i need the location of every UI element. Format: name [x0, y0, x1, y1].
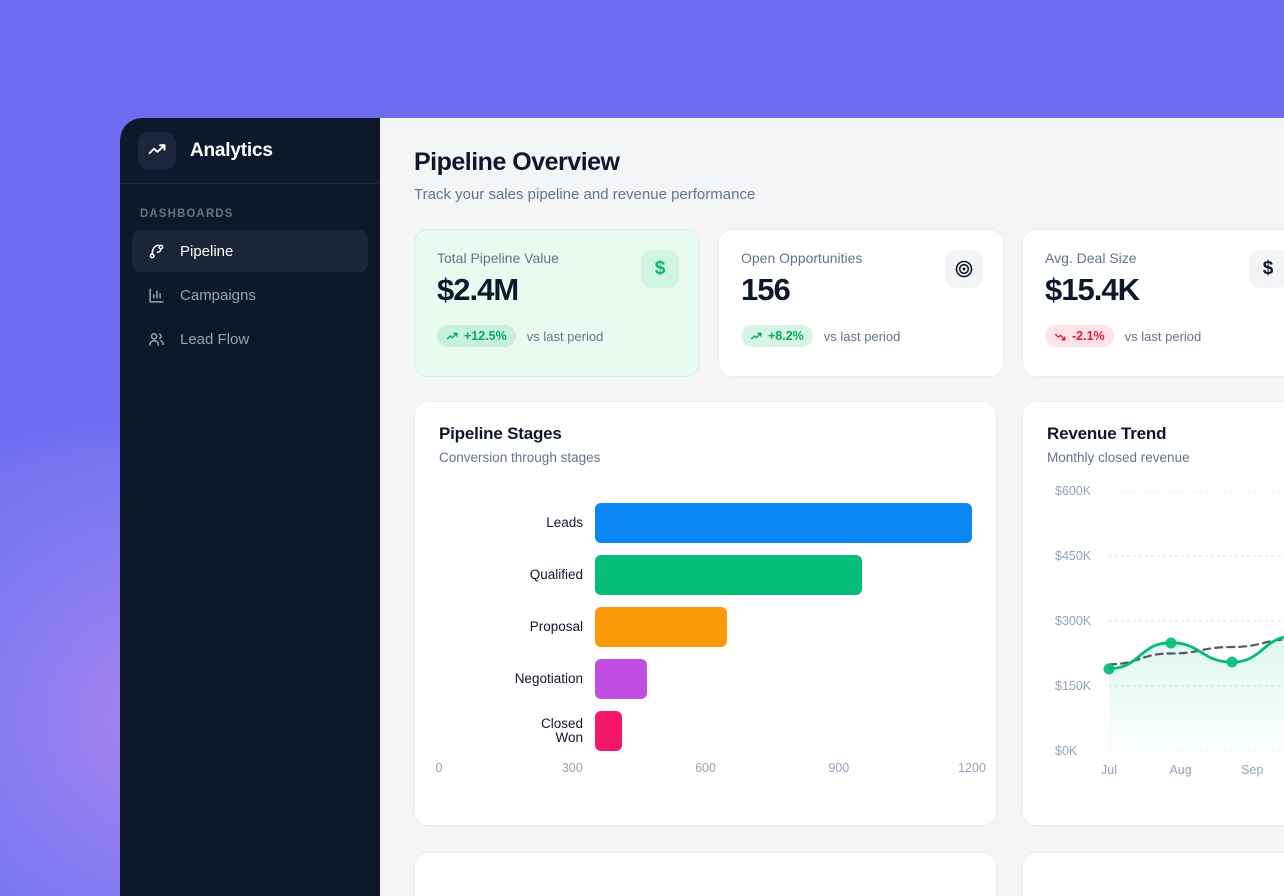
x-axis-tick: 1200 — [958, 761, 986, 775]
kpi-card-avg-deal-size[interactable]: Avg. Deal Size $15.4K $ -2.1% vs last pe… — [1022, 229, 1284, 377]
brand: Analytics — [120, 118, 380, 184]
bar-fill[interactable] — [595, 555, 863, 595]
kpi-compare: vs last period — [1124, 328, 1202, 344]
x-axis-tick: 0 — [435, 761, 443, 775]
kpi-compare: vs last period — [526, 328, 604, 344]
x-axis-tick: 300 — [561, 761, 583, 775]
users-icon — [146, 329, 166, 349]
revenue-line — [1109, 604, 1284, 669]
kpi-footer: +12.5% vs last period — [437, 325, 677, 347]
plot-area — [1103, 490, 1284, 752]
sidebar-item-label: Lead Flow — [180, 330, 250, 348]
panel-bottom-right — [1022, 852, 1284, 896]
kpi-card-total-pipeline-value[interactable]: Total Pipeline Value $2.4M $ +12.5% vs l… — [414, 229, 700, 377]
kpi-value: 156 — [741, 272, 791, 307]
kpi-delta: -2.1% — [1072, 329, 1105, 343]
charts-row: Pipeline Stages Conversion through stage… — [414, 401, 1284, 826]
page-title: Pipeline Overview — [414, 148, 620, 176]
trend-down-icon — [1054, 333, 1066, 340]
bar-category-label: Closed Won — [540, 715, 583, 745]
bar-track — [595, 653, 972, 705]
x-axis-tick: Jul — [1101, 763, 1117, 777]
dollar-icon: $ — [1249, 250, 1284, 288]
kpi-label: Open Opportunities — [741, 250, 863, 266]
sidebar-item-label: Pipeline — [180, 242, 234, 260]
bar-chart-icon — [146, 285, 166, 305]
bar-track — [595, 497, 972, 549]
kpi-value: $15.4K — [1045, 272, 1140, 307]
data-point[interactable] — [1226, 656, 1238, 668]
target-icon — [945, 250, 983, 288]
bar-fill[interactable] — [595, 607, 727, 647]
bar-track — [595, 601, 972, 653]
panel-title: Pipeline Stages — [439, 424, 562, 443]
bar-row: Leads — [439, 497, 972, 549]
status-badge: -2.1% — [1045, 325, 1114, 347]
sidebar-item-pipeline[interactable]: Pipeline — [132, 230, 368, 272]
bar-row: Proposal — [439, 601, 972, 653]
app-window: Analytics DASHBOARDS Pipeline — [120, 118, 1284, 896]
panel-title: Revenue Trend — [1047, 424, 1167, 443]
bar-category-label: Proposal — [529, 618, 583, 634]
bar-fill[interactable] — [595, 659, 647, 699]
kpi-label: Avg. Deal Size — [1045, 250, 1137, 266]
trend-up-icon — [446, 332, 458, 339]
line-chart: $0K$150K$300K$450K$600KJulAugSepOctNovDe… — [1047, 484, 1284, 791]
x-axis-tick: 900 — [828, 761, 850, 775]
main-content: Pipeline Overview Track your sales pipel… — [380, 118, 1284, 896]
sidebar-nav: Pipeline Campaigns — [120, 230, 380, 360]
bar-fill[interactable] — [595, 711, 622, 751]
revenue-chart-svg — [1109, 490, 1284, 752]
page-subtitle: Track your sales pipeline and revenue pe… — [414, 186, 756, 203]
bar-row: Negotiation — [439, 653, 972, 705]
panel-subtitle: Conversion through stages — [439, 450, 601, 465]
trending-up-icon — [138, 131, 176, 170]
kpi-row: Total Pipeline Value $2.4M $ +12.5% vs l… — [414, 229, 1284, 377]
panel-subtitle: Monthly closed revenue — [1047, 450, 1190, 465]
status-badge: +8.2% — [741, 325, 813, 347]
x-axis-tick: Sep — [1241, 763, 1264, 777]
kpi-delta: +8.2% — [768, 329, 804, 343]
sidebar: Analytics DASHBOARDS Pipeline — [120, 118, 380, 896]
bar-category-label: Qualified — [529, 566, 583, 582]
bar-fill[interactable] — [595, 503, 972, 543]
kpi-footer: -2.1% vs last period — [1045, 325, 1284, 347]
sidebar-item-label: Campaigns — [180, 286, 256, 304]
bar-track — [595, 549, 972, 601]
bar-category-label: Leads — [546, 514, 583, 530]
bar-row: Qualified — [439, 549, 972, 601]
status-badge: +12.5% — [437, 325, 516, 347]
git-branch-icon — [146, 241, 166, 261]
trend-line — [1109, 624, 1284, 664]
kpi-footer: +8.2% vs last period — [741, 325, 981, 347]
bar-chart: Leads Qualified Proposal Negotiation Closed W… — [439, 497, 972, 757]
kpi-delta: +12.5% — [464, 329, 507, 343]
data-point[interactable] — [1103, 663, 1115, 675]
panel-bottom-left — [414, 852, 997, 896]
x-axis-tick: 600 — [695, 761, 716, 775]
panel-pipeline-stages: Pipeline Stages Conversion through stage… — [414, 401, 997, 826]
panel-revenue-trend: Revenue Trend Monthly closed revenue $0K… — [1022, 401, 1284, 826]
bar-chart-x-axis: 0 300 600 900 1200 — [435, 761, 986, 781]
sidebar-item-campaigns[interactable]: Campaigns — [132, 274, 368, 316]
bottom-row — [414, 852, 1284, 896]
kpi-card-open-opportunities[interactable]: Open Opportunities 156 +8 — [718, 229, 1004, 377]
data-point[interactable] — [1165, 637, 1177, 649]
dollar-icon: $ — [641, 250, 679, 288]
sidebar-section-label: DASHBOARDS — [140, 208, 234, 220]
kpi-compare: vs last period — [823, 328, 901, 344]
sidebar-item-lead-flow[interactable]: Lead Flow — [132, 318, 368, 360]
bar-track — [595, 705, 972, 757]
kpi-label: Total Pipeline Value — [437, 250, 559, 266]
bar-row: Closed Won — [439, 705, 972, 757]
x-axis-tick: Aug — [1169, 763, 1192, 777]
kpi-value: $2.4M — [437, 272, 519, 307]
trend-up-icon — [750, 332, 762, 339]
brand-name: Analytics — [190, 139, 273, 161]
area-fill — [1109, 637, 1284, 751]
bar-category-label: Negotiation — [514, 670, 583, 686]
